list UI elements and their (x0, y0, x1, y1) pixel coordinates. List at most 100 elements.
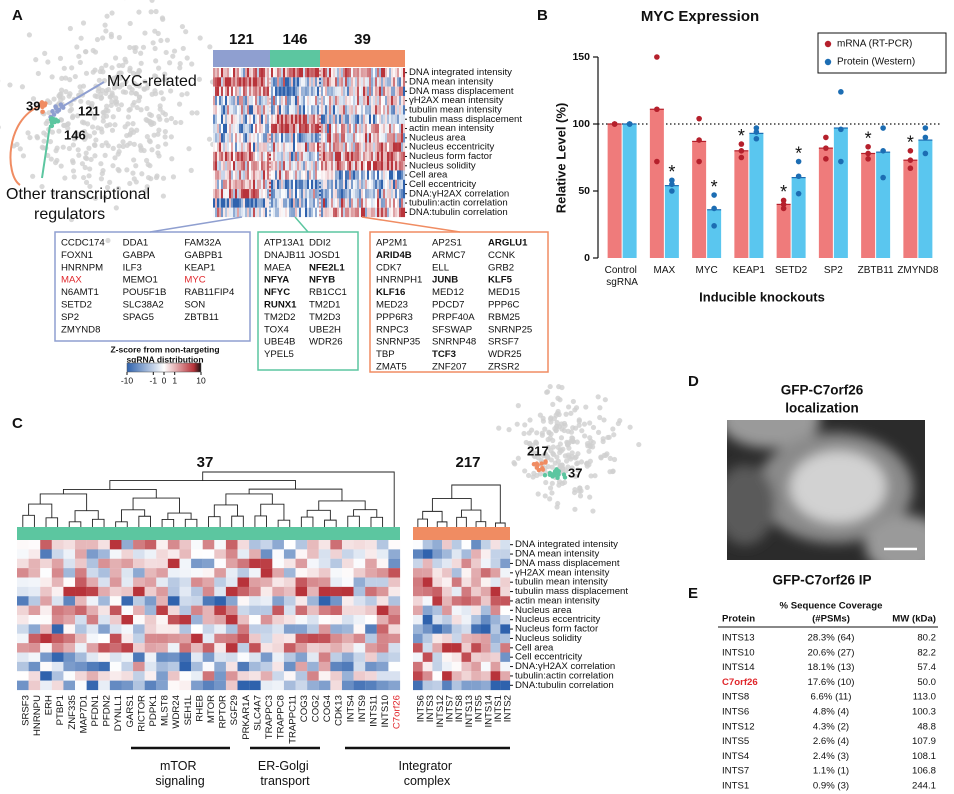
heatmap-cell (341, 661, 354, 672)
heatmap-cell (275, 86, 278, 97)
heatmap-cell (283, 161, 286, 171)
heatmap-cell (17, 624, 29, 634)
heatmap-cell (311, 105, 314, 115)
heatmap-cell (301, 151, 304, 162)
dendrogram-link (68, 521, 82, 527)
heatmap-cell (229, 86, 232, 97)
replicate-point (907, 148, 914, 154)
replicate-point (795, 173, 802, 180)
heatmap-cell (295, 95, 298, 106)
heatmap-cell (461, 568, 472, 578)
heatmap-cell (217, 77, 220, 87)
heatmap-cell (156, 680, 168, 691)
heatmap-cell (321, 179, 324, 190)
heatmap-cell (215, 207, 218, 218)
heatmap-cell (401, 142, 404, 152)
heatmap-cell (237, 142, 240, 152)
background-point (170, 174, 177, 180)
heatmap-cell (277, 179, 280, 190)
heatmap-cell (307, 633, 319, 644)
heatmap-cell (249, 207, 252, 218)
background-point (67, 91, 73, 97)
heatmap-cell (401, 95, 404, 106)
heatmap-cell (265, 114, 268, 124)
heatmap-cell (391, 123, 394, 134)
heatmap-cell (243, 95, 246, 106)
background-point (549, 490, 555, 496)
heatmap-cell (451, 549, 462, 559)
colorbar-title: sgRNA distribution (126, 354, 203, 364)
dendrogram-link (138, 515, 151, 527)
heatmap-cell (500, 661, 511, 672)
background-point (161, 76, 167, 83)
heatmap-cell (363, 189, 366, 199)
heatmap-cell (363, 68, 366, 78)
heatmap-cell (388, 671, 401, 681)
heatmap-cell (325, 179, 328, 190)
heatmap-cell (17, 605, 29, 616)
heatmap-cell (399, 189, 402, 199)
background-point (179, 23, 186, 30)
row-label: tubulin:actin correlation (515, 670, 614, 681)
gene-label: ILF3 (123, 262, 142, 273)
heatmap-cell (471, 558, 481, 569)
heatmap-cell (133, 605, 145, 616)
heatmap-cell (277, 189, 280, 199)
heatmap-cell (255, 86, 258, 97)
heatmap-cell (279, 207, 282, 218)
background-point (98, 176, 105, 182)
heatmap-cell (363, 86, 366, 97)
heatmap-cell (337, 142, 340, 152)
heatmap-cell (318, 568, 331, 578)
heatmap-cell (333, 68, 336, 78)
heatmap-cell (363, 105, 366, 115)
heatmap-cell (399, 207, 402, 218)
heatmap-cell (335, 198, 338, 208)
heatmap-cell (273, 133, 276, 143)
heatmap-cell (385, 170, 388, 180)
gene-label: FAM32A (184, 238, 221, 249)
heatmap-cell (191, 633, 203, 644)
heatmap-cell (237, 643, 250, 653)
heatmap-cell (179, 661, 192, 672)
replicate-point (823, 134, 829, 141)
heatmap-cell (347, 123, 350, 134)
heatmap-cell (303, 68, 306, 78)
heatmap-cell (295, 661, 308, 672)
connector (361, 216, 461, 233)
heatmap-cell (383, 198, 386, 208)
heatmap-cell (221, 86, 224, 97)
heatmap-cell (28, 596, 41, 606)
heatmap-cell (385, 95, 388, 106)
heatmap-cell (376, 624, 389, 634)
replicate-point (753, 129, 760, 135)
heatmap-cell (317, 179, 320, 190)
heatmap-cell (323, 123, 326, 134)
heatmap-cell (432, 605, 443, 616)
heatmap-cell (471, 624, 481, 634)
heatmap-cell (422, 643, 433, 653)
heatmap-cell (333, 179, 336, 190)
heatmap-cell (215, 161, 218, 171)
heatmap-cell (347, 151, 350, 162)
background-point (78, 98, 84, 104)
heatmap-cell (225, 605, 238, 616)
heatmap-cell (75, 633, 87, 644)
heatmap-cell (202, 596, 215, 606)
heatmap-cell (451, 568, 462, 578)
heatmap-cell (109, 596, 122, 606)
heatmap-cell (75, 577, 87, 587)
heatmap-cell (335, 105, 338, 115)
heatmap-cell (341, 633, 354, 644)
table-cell: 17.6% (10) (808, 677, 855, 688)
heatmap-cell (323, 151, 326, 162)
heatmap-cell (480, 540, 491, 550)
heatmap-cell (311, 123, 314, 134)
heatmap-cell (422, 577, 433, 587)
heatmap-cell (227, 133, 230, 143)
heatmap-cell (247, 77, 250, 87)
heatmap-cell (367, 114, 370, 124)
background-point (116, 62, 122, 69)
heatmap-cell (383, 189, 386, 199)
